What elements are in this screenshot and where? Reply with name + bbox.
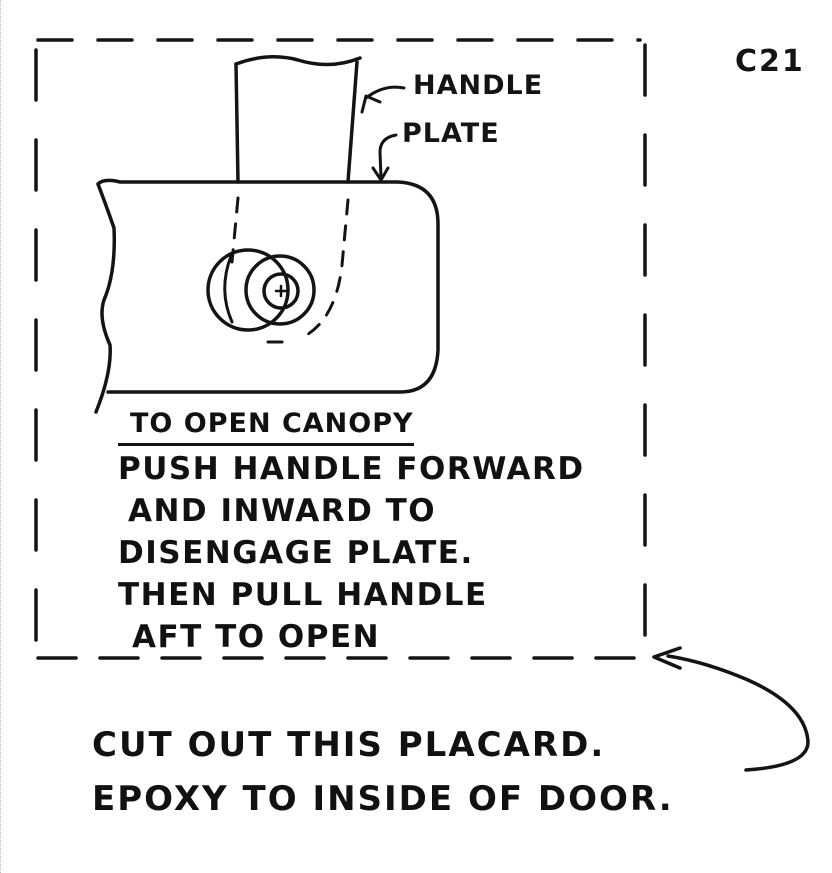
placard-instructions: TO OPEN CANOPY PUSH HANDLE FORWARD AND I… <box>118 405 628 658</box>
plate-leader-arrow <box>371 133 398 182</box>
handle-hidden-lines <box>230 196 350 344</box>
handle-shaft <box>234 55 362 184</box>
cutout-note: CUT OUT THIS PLACARD. EPOXY TO INSIDE OF… <box>92 718 772 826</box>
note-line: CUT OUT THIS PLACARD. <box>92 725 606 765</box>
handle-leader-arrow <box>360 85 406 114</box>
bolt-center-mark <box>274 284 288 298</box>
handle-label: HANDLE <box>413 70 544 101</box>
note-line: EPOXY TO INSIDE OF DOOR. <box>92 779 674 819</box>
page-id: C21 <box>735 44 805 79</box>
placard-line: AFT TO OPEN <box>132 619 381 655</box>
note-leader-arrow <box>652 646 810 772</box>
plate-label: PLATE <box>402 118 500 149</box>
placard-line: AND INWARD TO <box>128 493 437 529</box>
placard-line: PUSH HANDLE FORWARD <box>118 451 585 487</box>
placard-line: THEN PULL HANDLE <box>118 577 488 613</box>
placard-heading: TO OPEN CANOPY <box>118 405 414 446</box>
page-edge <box>0 0 4 873</box>
pivot-bolt <box>206 248 316 332</box>
placard-line: DISENGAGE PLATE. <box>118 535 474 571</box>
handle-plate <box>94 178 440 414</box>
placard-cut-border <box>34 38 647 660</box>
